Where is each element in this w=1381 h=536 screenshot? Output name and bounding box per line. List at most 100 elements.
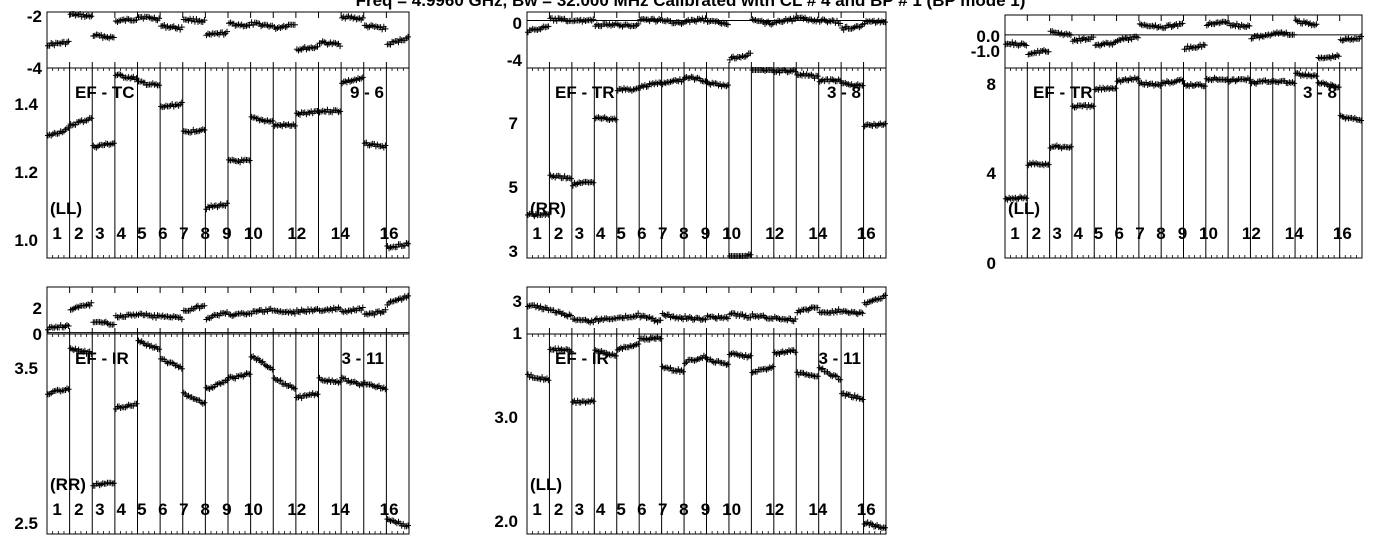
residual-points-ch11 (749, 311, 776, 322)
residual-tick-label: -1.0 (971, 42, 1000, 61)
residual-points-ch9 (226, 19, 253, 30)
residual-points-ch7 (180, 15, 208, 25)
residual-points-ch6 (637, 312, 664, 325)
residual-points-ch7 (659, 17, 687, 27)
amplitude-points-ch8 (203, 200, 230, 213)
amplitude-points-ch16 (861, 519, 888, 532)
amplitude-tick-label: 1.0 (14, 231, 38, 250)
amplitude-points-ch14 (816, 364, 844, 383)
channel-label: 3 (575, 500, 584, 519)
amplitude-points-ch14 (1293, 70, 1320, 80)
amplitude-points-ch2 (67, 345, 95, 357)
residual-points-ch4 (592, 315, 619, 325)
channel-label: 16 (857, 224, 876, 243)
channel-label: 16 (380, 224, 399, 243)
channel-label: 5 (616, 224, 625, 243)
residual-points-ch14 (339, 304, 366, 316)
residual-points-ch5 (1092, 38, 1119, 49)
channel-label: 14 (1285, 224, 1304, 243)
amplitude-points-ch5 (614, 85, 642, 94)
amplitude-points-ch6 (158, 355, 185, 372)
channel-label: 8 (200, 500, 209, 519)
amplitude-tick-label: 8 (987, 75, 996, 94)
amplitude-points-ch7 (1136, 79, 1164, 89)
panel-1: -2-41.41.21.0EF - TC 9 - 6(LL)1 2 3 4 5 6 7 8 9 10… (14, 7, 411, 259)
amplitude-points-ch5 (135, 337, 163, 353)
channel-label: 12 (765, 224, 784, 243)
amplitude-points-ch6 (637, 334, 664, 343)
amplitude-points-ch9 (226, 370, 253, 382)
channel-label: 3 (1052, 224, 1061, 243)
amplitude-points-ch12 (1248, 77, 1275, 87)
residual-tick-label: 2 (33, 299, 42, 318)
residual-points-ch11 (271, 21, 298, 32)
channel-label: 8 (679, 224, 688, 243)
channel-label: 2 (1032, 224, 1041, 243)
amplitude-points-ch2 (547, 172, 574, 182)
channel-label: 8 (200, 224, 209, 243)
amplitude-points-ch13 (794, 70, 821, 82)
residual-points-ch12 (293, 43, 321, 54)
channel-label: 14 (808, 500, 827, 519)
amplitude-points-ch14 (339, 374, 366, 389)
residual-points-ch3 (90, 31, 117, 42)
channel-label: 2 (554, 500, 563, 519)
polarization-label: (RR) (530, 199, 566, 218)
baseline-code: 3 - 8 (827, 83, 861, 102)
channel-label: 4 (1073, 224, 1083, 243)
amplitude-points-ch7 (659, 76, 687, 88)
amplitude-tick-label: 7 (509, 114, 518, 133)
channel-label: 4 (116, 500, 126, 519)
amplitude-points-ch12 (293, 390, 321, 402)
channel-label: 2 (554, 224, 563, 243)
channel-label: 14 (331, 500, 350, 519)
channel-label: 9 (701, 500, 710, 519)
amplitude-tick-label: 5 (509, 178, 518, 197)
residual-points-ch8 (682, 15, 709, 26)
amplitude-points-ch9 (704, 356, 731, 368)
residual-points-ch2 (1025, 47, 1052, 58)
residual-points-ch3 (569, 16, 597, 25)
amplitude-points-ch13 (316, 106, 344, 116)
amplitude-tick-label: 2.0 (494, 512, 518, 531)
channel-label: 6 (637, 500, 646, 519)
amplitude-points-ch1 (1003, 193, 1030, 203)
residual-points-ch2 (547, 306, 574, 320)
residual-points-ch4 (1069, 34, 1097, 45)
residual-tick-label: 0 (33, 325, 42, 344)
residual-tick-label: -2 (27, 7, 42, 26)
residual-tick-label: 3 (513, 292, 522, 311)
channel-label: 2 (74, 224, 83, 243)
amplitude-tick-label: 3.5 (14, 359, 38, 378)
channel-label: 8 (679, 500, 688, 519)
channel-label: 6 (637, 224, 646, 243)
residual-points-ch11 (749, 16, 776, 28)
residual-points-ch7 (1136, 20, 1164, 31)
amplitude-points-ch11 (271, 121, 298, 130)
channel-label: 10 (244, 500, 263, 519)
channel-label: 7 (179, 224, 188, 243)
residual-points-ch16 (384, 33, 411, 48)
residual-points-ch2 (547, 15, 574, 25)
channel-label: 7 (179, 500, 188, 519)
amplitude-points-ch14 (339, 74, 366, 87)
residual-points-ch11 (1226, 20, 1253, 31)
amplitude-points-ch7 (180, 126, 208, 136)
residual-points-ch15 (839, 307, 866, 318)
channel-label: 12 (287, 500, 306, 519)
residual-tick-label: -4 (27, 59, 43, 78)
residual-points-ch1 (525, 302, 552, 314)
residual-points-ch9 (704, 312, 731, 322)
amplitude-points-ch1 (45, 124, 72, 139)
amplitude-points-ch6 (637, 79, 664, 91)
residual-points-ch7 (180, 302, 208, 314)
channel-label: 5 (137, 224, 146, 243)
residual-points-ch6 (158, 312, 185, 323)
amplitude-points-ch1 (45, 385, 72, 398)
channel-label: 4 (116, 224, 126, 243)
amplitude-points-ch15 (1315, 79, 1342, 91)
channel-label: 1 (532, 224, 541, 243)
